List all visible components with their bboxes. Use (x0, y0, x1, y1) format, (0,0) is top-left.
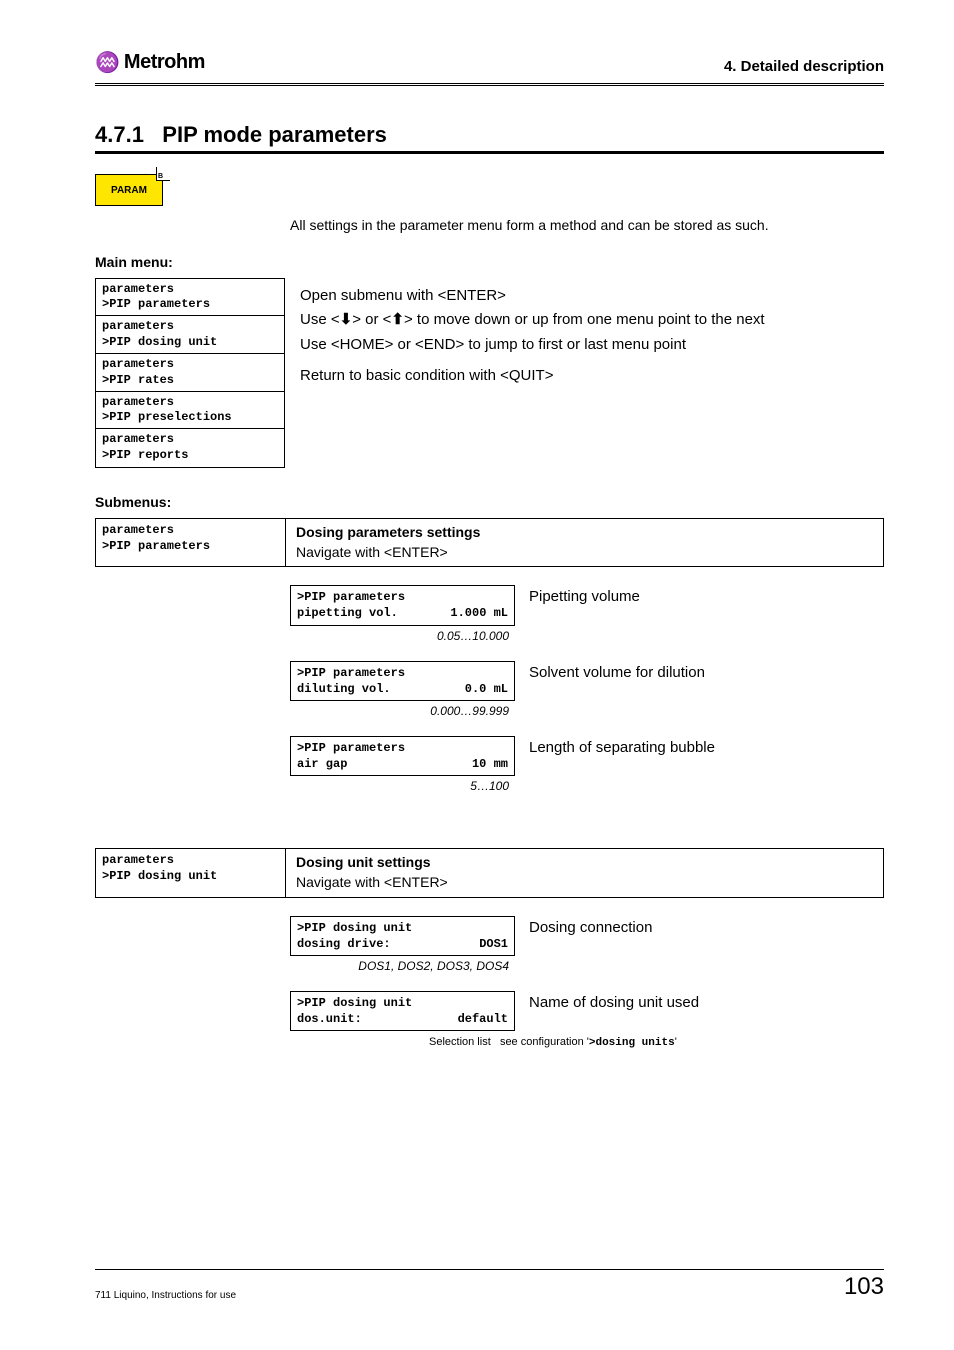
param-range: 0.05…10.000 (290, 629, 515, 643)
desc-line: Use <HOME> or <END> to jump to first or … (300, 333, 884, 358)
desc-line: Open submenu with <ENTER> (300, 284, 884, 309)
logo-text: Metrohm (124, 51, 205, 74)
param-range: 0.000…99.999 (290, 704, 515, 718)
main-menu-list: parameters>PIP parameters parameters>PIP… (95, 278, 285, 466)
desc-line: Return to basic condition with <QUIT> (300, 364, 884, 389)
param-row: >PIP dosing unit dos.unit:default Name o… (290, 991, 884, 1031)
footer-doc-title: 711 Liquino, Instructions for use (95, 1290, 236, 1301)
param-row: >PIP dosing unit dosing drive:DOS1 Dosin… (290, 916, 884, 956)
menu-item: parameters>PIP rates (95, 353, 285, 392)
menu-item: parameters>PIP dosing unit (95, 315, 285, 354)
menu-item: parameters>PIP reports (95, 428, 285, 467)
submenus-label: Submenus: (95, 494, 884, 510)
section-heading: 4.7.1 PIP mode parameters (95, 122, 884, 148)
param-row: >PIP parameters pipetting vol.1.000 mL P… (290, 585, 884, 625)
chapter-title: 4. Detailed description (724, 58, 884, 75)
submenu-header: parameters>PIP dosing unit Dosing unit s… (95, 848, 884, 897)
selection-note: Selection list see configuration '>dosin… (429, 1036, 884, 1049)
brand-logo: ♒ Metrohm (95, 50, 205, 75)
param-row: >PIP parameters diluting vol.0.0 mL Solv… (290, 661, 884, 701)
param-key-badge: PARAM B (95, 174, 163, 206)
arrow-down-icon: ⬇ (340, 311, 353, 328)
logo-icon: ♒ (95, 50, 120, 75)
param-range: DOS1, DOS2, DOS3, DOS4 (290, 959, 515, 973)
page-number: 103 (844, 1273, 884, 1301)
intro-paragraph: All settings in the parameter menu form … (290, 216, 884, 236)
desc-line: Use <⬇> or <⬆> to move down or up from o… (300, 308, 884, 333)
menu-item: parameters>PIP parameters (95, 278, 285, 317)
submenu-header: parameters>PIP parameters Dosing paramet… (95, 518, 884, 567)
main-menu-label: Main menu: (95, 254, 884, 270)
badge-corner: B (156, 167, 170, 181)
arrow-up-icon: ⬆ (391, 311, 404, 328)
param-range: 5…100 (290, 779, 515, 793)
param-row: >PIP parameters air gap10 mm Length of s… (290, 736, 884, 776)
menu-item: parameters>PIP preselections (95, 391, 285, 430)
main-menu-descriptions: Open submenu with <ENTER> Use <⬇> or <⬆>… (300, 278, 884, 389)
